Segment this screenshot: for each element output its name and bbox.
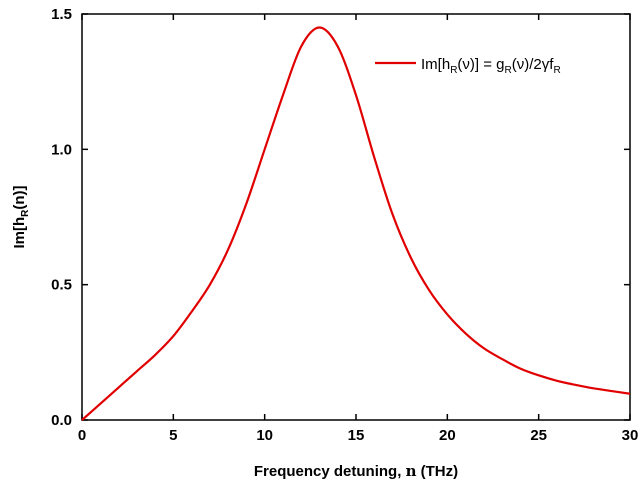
y-tick-label: 0.5	[51, 277, 72, 294]
plot-area	[81, 26, 631, 421]
y-axis-ticks: 0.0 0.5 1.0 1.5	[51, 6, 630, 429]
x-tick-label: 25	[530, 427, 547, 444]
y-tick-label: 0.0	[51, 412, 72, 429]
x-tick-label: 5	[169, 427, 177, 444]
series-line-im-hr	[81, 26, 631, 421]
y-tick-label: 1.0	[51, 141, 72, 158]
legend-label: Im[hR(ν)] = gR(ν)/2γfR	[421, 56, 561, 76]
y-tick-label: 1.5	[51, 6, 72, 23]
x-axis-label: Frequency detuning, n (THz)	[254, 462, 458, 480]
y-axis-label: Im[hR(n)]	[11, 185, 31, 248]
x-tick-label: 20	[439, 427, 456, 444]
x-tick-label: 0	[78, 427, 86, 444]
x-tick-label: 10	[256, 427, 273, 444]
x-axis-ticks: 0 5 10 15 20 25 30	[78, 14, 639, 444]
x-tick-label: 30	[622, 427, 639, 444]
plot-frame	[81, 13, 631, 421]
legend: Im[hR(ν)] = gR(ν)/2γfR	[375, 56, 561, 76]
x-tick-label: 15	[348, 427, 365, 444]
